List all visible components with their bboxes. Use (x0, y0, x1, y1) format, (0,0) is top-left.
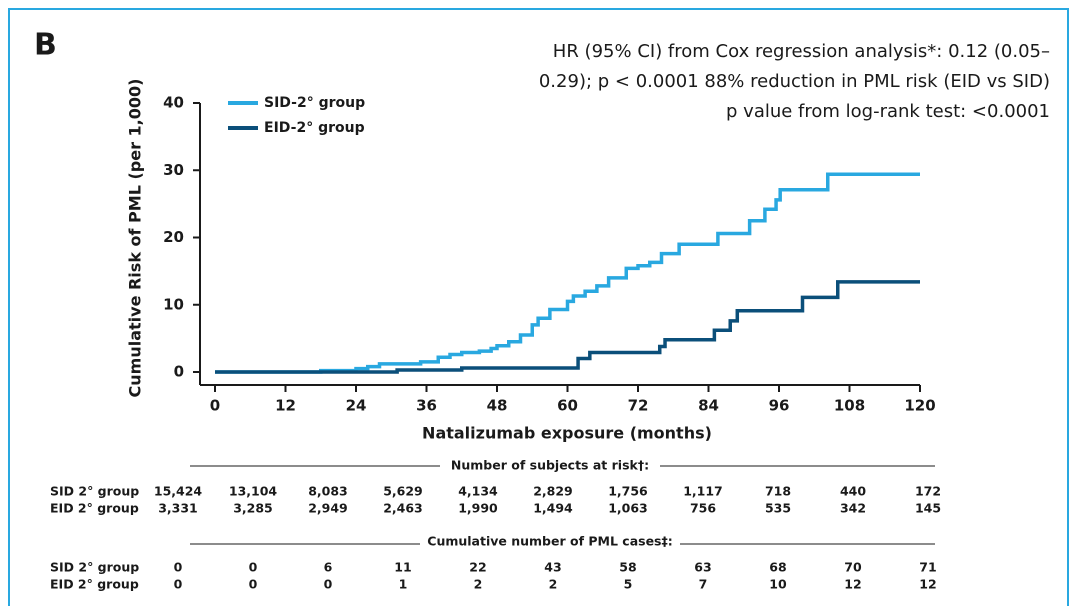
x-tick-label: 0 (210, 397, 220, 415)
annotation: p value from log-rank test: <0.0001 (726, 101, 1050, 122)
y-axis-label: Cumulative Risk of PML (per 1,000) (126, 79, 145, 398)
x-tick-label: 84 (698, 397, 719, 415)
x-tick-label: 36 (416, 397, 437, 415)
table-cell: 1,117 (683, 484, 723, 499)
y-tick-label: 10 (163, 295, 184, 313)
y-tick-label: 40 (163, 94, 184, 112)
x-tick-label: 120 (904, 397, 935, 415)
x-tick-label: 96 (769, 397, 790, 415)
table-cell: 1,756 (608, 484, 648, 499)
table-cell: 342 (840, 501, 866, 516)
table-cell: 1,063 (608, 501, 648, 516)
frame (8, 8, 1069, 606)
panel-label: B (34, 28, 57, 63)
table-cell: 3,331 (158, 501, 198, 516)
table-cell: 718 (765, 484, 791, 499)
table-cell: 6 (324, 560, 333, 575)
row-label: EID 2° group (50, 501, 139, 516)
table-cell: 71 (919, 560, 936, 575)
step-line (215, 172, 920, 374)
legend-label: EID-2° group (264, 120, 365, 136)
row-label: SID 2° group (50, 484, 139, 499)
table-cell: 0 (324, 577, 333, 592)
table-cell: 70 (844, 560, 862, 575)
annotation: HR (95% CI) from Cox regression analysis… (553, 41, 1050, 62)
table-cell: 2 (474, 577, 483, 592)
table-cell: 12 (919, 577, 936, 592)
table-cell: 2,829 (533, 484, 573, 499)
table-cell: 5 (624, 577, 633, 592)
table-cell: 145 (915, 501, 941, 516)
table-title: Number of subjects at risk†: (451, 458, 649, 473)
table-cell: 15,424 (154, 484, 203, 499)
table-cell: 1 (399, 577, 408, 592)
step-line (215, 280, 920, 374)
table-cell: 2 (549, 577, 558, 592)
table-cell: 0 (249, 577, 258, 592)
annotation: 0.29); p < 0.0001 88% reduction in PML r… (539, 71, 1050, 92)
table-cell: 68 (769, 560, 786, 575)
table-cell: 63 (694, 560, 711, 575)
row-label: SID 2° group (50, 560, 139, 575)
row-label: EID 2° group (50, 577, 139, 592)
table-cell: 8,083 (308, 484, 348, 499)
table-cell: 4,134 (458, 484, 498, 499)
table-cell: 43 (544, 560, 561, 575)
table-cell: 1,494 (533, 501, 573, 516)
table-cell: 440 (840, 484, 866, 499)
x-tick-label: 12 (275, 397, 296, 415)
table-cell: 1,990 (458, 501, 498, 516)
y-tick-label: 0 (174, 363, 184, 381)
x-tick-label: 108 (834, 397, 865, 415)
table-cell: 7 (699, 577, 708, 592)
table-cell: 2,463 (383, 501, 423, 516)
table-cell: 172 (915, 484, 941, 499)
table-cell: 756 (690, 501, 716, 516)
table-cell: 0 (174, 560, 183, 575)
table-cell: 0 (249, 560, 258, 575)
table-cell: 3,285 (233, 501, 273, 516)
legend-label: SID-2° group (264, 95, 365, 111)
table-cell: 22 (469, 560, 486, 575)
y-tick-label: 20 (163, 228, 184, 246)
table-title: Cumulative number of PML cases‡: (427, 534, 672, 549)
x-tick-label: 48 (487, 397, 508, 415)
table-cell: 535 (765, 501, 791, 516)
y-tick-label: 30 (163, 161, 184, 179)
table-cell: 58 (619, 560, 636, 575)
table-cell: 13,104 (229, 484, 278, 499)
table-cell: 11 (394, 560, 411, 575)
table-cell: 0 (174, 577, 183, 592)
table-cell: 12 (844, 577, 861, 592)
table-cell: 2,949 (308, 501, 348, 516)
table-cell: 5,629 (383, 484, 423, 499)
x-tick-label: 72 (628, 397, 649, 415)
x-tick-label: 60 (557, 397, 578, 415)
x-axis-label: Natalizumab exposure (months) (422, 424, 712, 443)
x-tick-label: 24 (346, 397, 367, 415)
table-cell: 10 (769, 577, 787, 592)
